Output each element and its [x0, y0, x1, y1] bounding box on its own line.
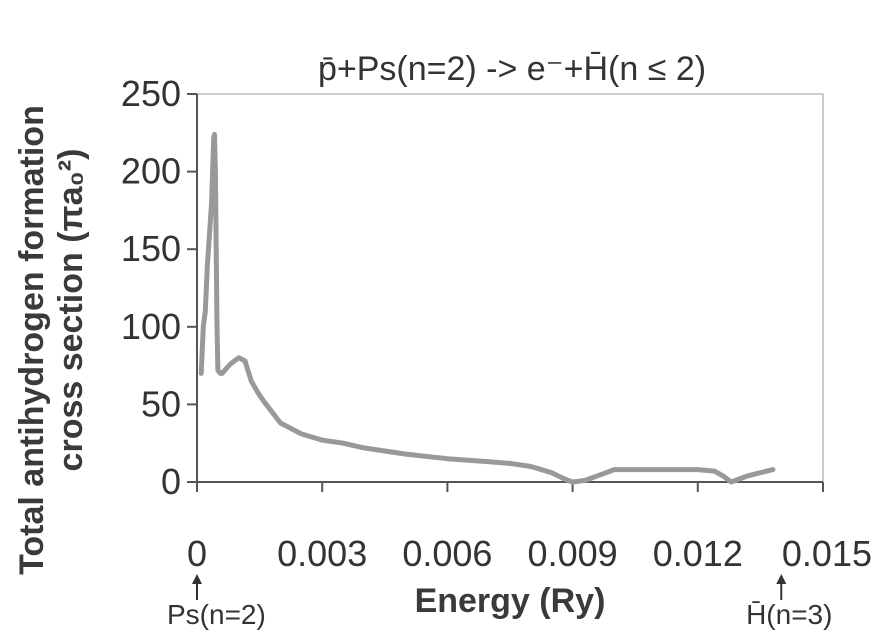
x-tick-label: 0.003 — [277, 533, 367, 574]
y-tick-label: 250 — [121, 73, 181, 114]
x-tick-label: 0.009 — [528, 533, 618, 574]
y-axis-label-line1: Total antihydrogen formation — [13, 105, 51, 575]
y-axis-label: Total antihydrogen formation — [13, 105, 51, 575]
marker-label: Ps(n=2) — [167, 599, 266, 630]
chart-title: p̄+Ps(n=2) -> e⁻+H̄(n ≤ 2) — [318, 50, 706, 88]
y-tick-label: 150 — [121, 228, 181, 269]
plot-area — [197, 94, 823, 482]
x-tick-label: 0.012 — [653, 533, 743, 574]
marker-arrow-head — [776, 574, 786, 584]
y-axis-label-line2: cross section (πa₀²) — [52, 149, 90, 472]
x-axis-label: Energy (Ry) — [415, 582, 606, 620]
y-tick-label: 100 — [121, 306, 181, 347]
y-ticks: 0 50 100 150 200 250 — [121, 73, 197, 502]
x-tick-label: 0.015 — [782, 533, 872, 574]
marker-label: H̄(n=3) — [746, 599, 832, 630]
series-line — [201, 134, 773, 482]
y-tick-label: 50 — [141, 383, 181, 424]
x-ticks: 0 0.003 0.006 0.009 0.012 0.015 — [187, 482, 872, 574]
x-tick-label: 0 — [187, 533, 207, 574]
y-tick-label: 200 — [121, 151, 181, 192]
marker-arrow-head — [192, 574, 202, 584]
y-tick-label: 0 — [161, 461, 181, 502]
x-tick-label: 0.006 — [402, 533, 492, 574]
